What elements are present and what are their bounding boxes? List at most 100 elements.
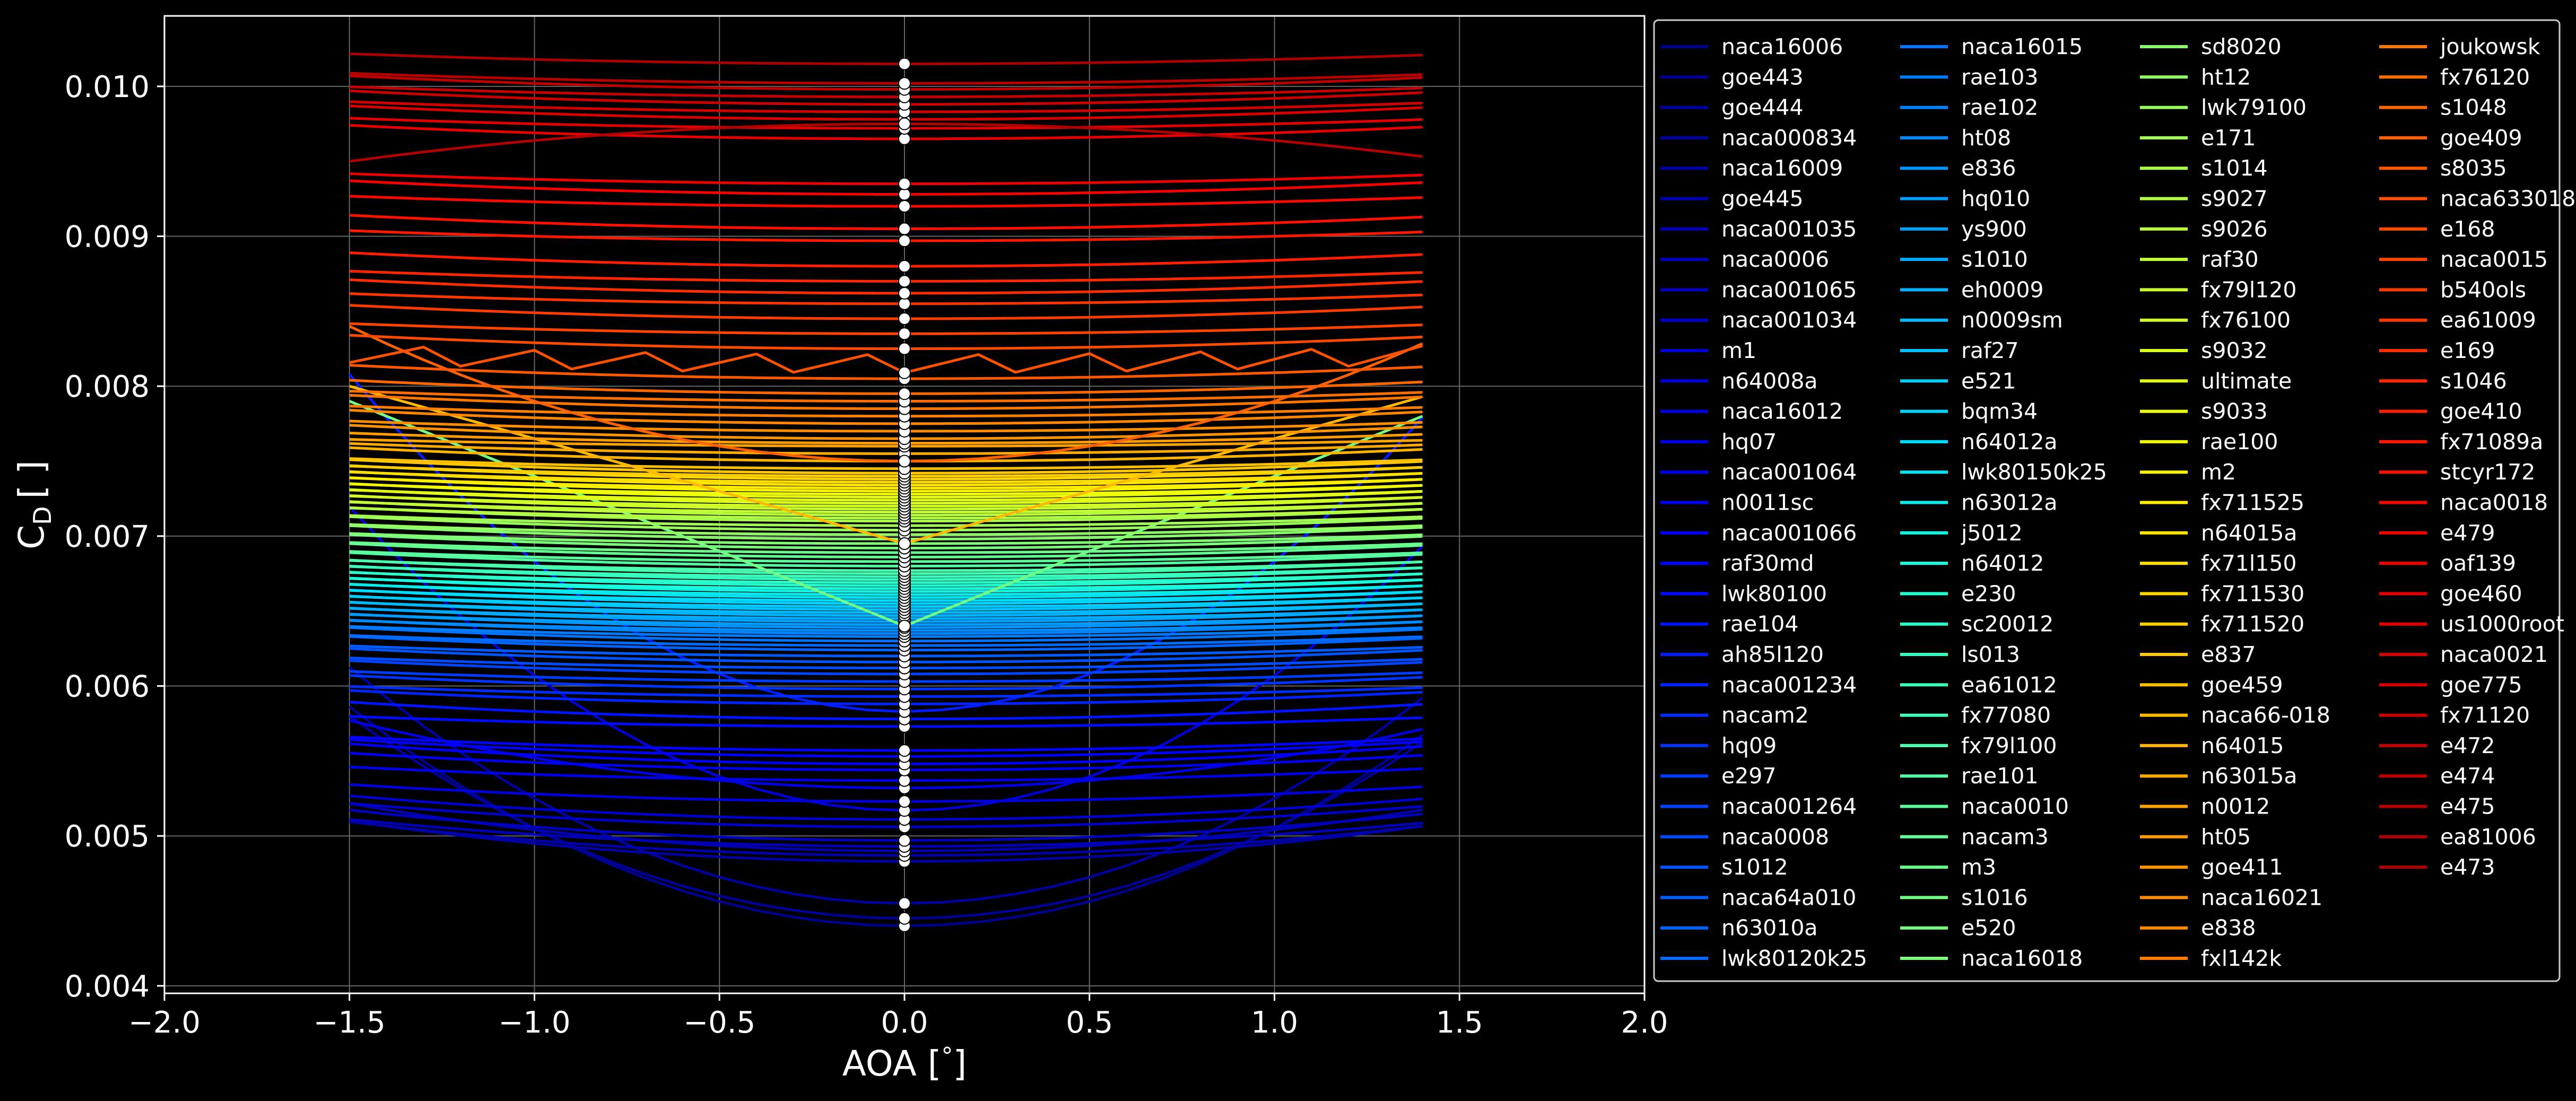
- series-line-raf27: [349, 595, 1423, 611]
- series-line-ht05: [349, 432, 1423, 445]
- series-line-s9032: [349, 488, 1423, 505]
- marker-e169: [898, 286, 911, 300]
- y-tick-label: 0.010: [65, 70, 150, 104]
- legend-label: rae101: [1961, 763, 2038, 789]
- legend-label: fx711525: [2201, 490, 2304, 515]
- series-line-b540ols: [349, 304, 1423, 320]
- series-line-naca001034: [349, 794, 1423, 821]
- series-line-naca0006: [349, 808, 1423, 842]
- legend-label: fx77080: [1961, 703, 2051, 728]
- legend-label: hq07: [1721, 429, 1777, 455]
- legend-label: hq09: [1721, 733, 1777, 758]
- legend-label: n0009sm: [1961, 308, 2063, 333]
- marker-naca66-018: [898, 537, 911, 550]
- series-line-n63015a: [349, 442, 1423, 455]
- series-line-lwk80150k25: [349, 582, 1423, 599]
- legend-label: lwk79100: [2201, 95, 2307, 120]
- legend-label: goe775: [2440, 672, 2522, 697]
- series-line-e171: [349, 514, 1423, 527]
- legend-label: fx76100: [2201, 308, 2291, 333]
- y-axis-ticks: 0.004 0.005 0.006 0.007 0.008 0.009 0.010: [65, 70, 164, 1004]
- marker-goe443: [898, 912, 911, 925]
- marker-e479: [898, 188, 911, 201]
- series-line-s9033: [349, 482, 1423, 499]
- x-axis-ticks: −2.0 −1.5 −1.0 −0.5 0.0 0.5 1.0 1.5 2.0: [128, 993, 1668, 1040]
- series-line-n64015a: [349, 470, 1423, 487]
- x-tick-label: 1.5: [1436, 1006, 1483, 1040]
- legend-label: sd8020: [2201, 34, 2282, 59]
- legend-label: m1: [1721, 338, 1756, 363]
- series-line-goe445: [349, 802, 1423, 852]
- legend-label: naca633018: [2440, 186, 2575, 212]
- legend-label: n0011sc: [1721, 490, 1814, 515]
- legend-label: ht12: [2201, 64, 2251, 90]
- legend-label: naca001064: [1721, 459, 1857, 485]
- series-line-rae104: [349, 701, 1423, 721]
- marker-e168: [898, 342, 911, 355]
- legend-label: naca001234: [1721, 672, 1857, 697]
- series-line-fxl142k: [349, 405, 1423, 418]
- series-line-s1048: [349, 379, 1423, 395]
- legend-label: n63010a: [1721, 915, 1818, 941]
- marker-goe460: [898, 132, 911, 145]
- legend-label: naca001035: [1721, 216, 1857, 242]
- series-line-goe409: [349, 325, 1423, 462]
- series-line-e479: [349, 179, 1423, 196]
- legend-label: s8035: [2440, 155, 2507, 181]
- marker-stcyr172: [898, 222, 911, 235]
- legend-label: rae102: [1961, 95, 2038, 120]
- marker-n64008a: [898, 795, 911, 808]
- legend-label: goe411: [2201, 854, 2283, 880]
- y-tick-label: 0.004: [65, 969, 150, 1004]
- legend-label: e472: [2440, 733, 2495, 758]
- series-line-s1014: [349, 506, 1423, 523]
- series-line-s1012: [349, 647, 1423, 663]
- legend-label: s1012: [1721, 854, 1788, 880]
- series-line-naca000834: [349, 819, 1423, 863]
- legend-label: naca0006: [1721, 247, 1829, 272]
- legend-label: naca16018: [1961, 946, 2083, 971]
- series-line-lwk79100: [349, 515, 1423, 532]
- legend-label: n64015: [2201, 733, 2284, 758]
- legend-label: bqm34: [1961, 399, 2038, 424]
- legend-label: raf30: [2201, 247, 2259, 272]
- series-line-nacam3: [349, 542, 1423, 558]
- series-line-hq07: [349, 765, 1423, 782]
- series-line-e836: [349, 613, 1423, 629]
- y-tick-label: 0.008: [65, 370, 150, 404]
- legend-label: goe459: [2201, 672, 2283, 697]
- legend-label: e169: [2440, 338, 2495, 363]
- series-line-n64008a: [349, 783, 1423, 803]
- y-tick-label: 0.009: [65, 220, 150, 255]
- legend-label: raf30md: [1721, 550, 1814, 576]
- y-tick-label: 0.007: [65, 520, 150, 554]
- series-line-ea61012: [349, 565, 1423, 578]
- zero-aoa-markers: [898, 57, 911, 932]
- legend-label: n64012a: [1961, 429, 2058, 455]
- series-line-fx76120: [349, 389, 1423, 403]
- legend-label: fx71l150: [2201, 550, 2297, 576]
- legend-label: n64008a: [1721, 368, 1818, 394]
- legend-label: naca16009: [1721, 155, 1843, 181]
- legend-label: e520: [1961, 915, 2016, 941]
- x-tick-label: 0.0: [881, 1006, 928, 1040]
- legend-label: rae103: [1961, 64, 2038, 90]
- marker-b540ols: [898, 312, 911, 325]
- series-line-goe410: [349, 251, 1423, 268]
- series-line-naca0018: [349, 195, 1423, 208]
- series-line-fx711530: [349, 464, 1423, 480]
- series-lines: [348, 52, 1424, 928]
- series-line-naca16021: [349, 420, 1423, 433]
- series-line-naca66-018: [349, 385, 1423, 545]
- series-line-n0011sc: [349, 742, 1423, 765]
- series-line-naca001234: [349, 689, 1423, 705]
- series-line-e521: [349, 595, 1423, 608]
- legend-label: naca0018: [2440, 490, 2548, 515]
- series-line-rae101: [349, 551, 1423, 567]
- series-line-n63012a: [349, 583, 1423, 596]
- legend-box: [1653, 19, 2561, 982]
- series-line-naca001035: [349, 818, 1423, 848]
- series-line-lwk80120k25: [349, 634, 1423, 647]
- x-tick-label: −2.0: [128, 1006, 201, 1040]
- series-line-raf30md: [349, 736, 1423, 752]
